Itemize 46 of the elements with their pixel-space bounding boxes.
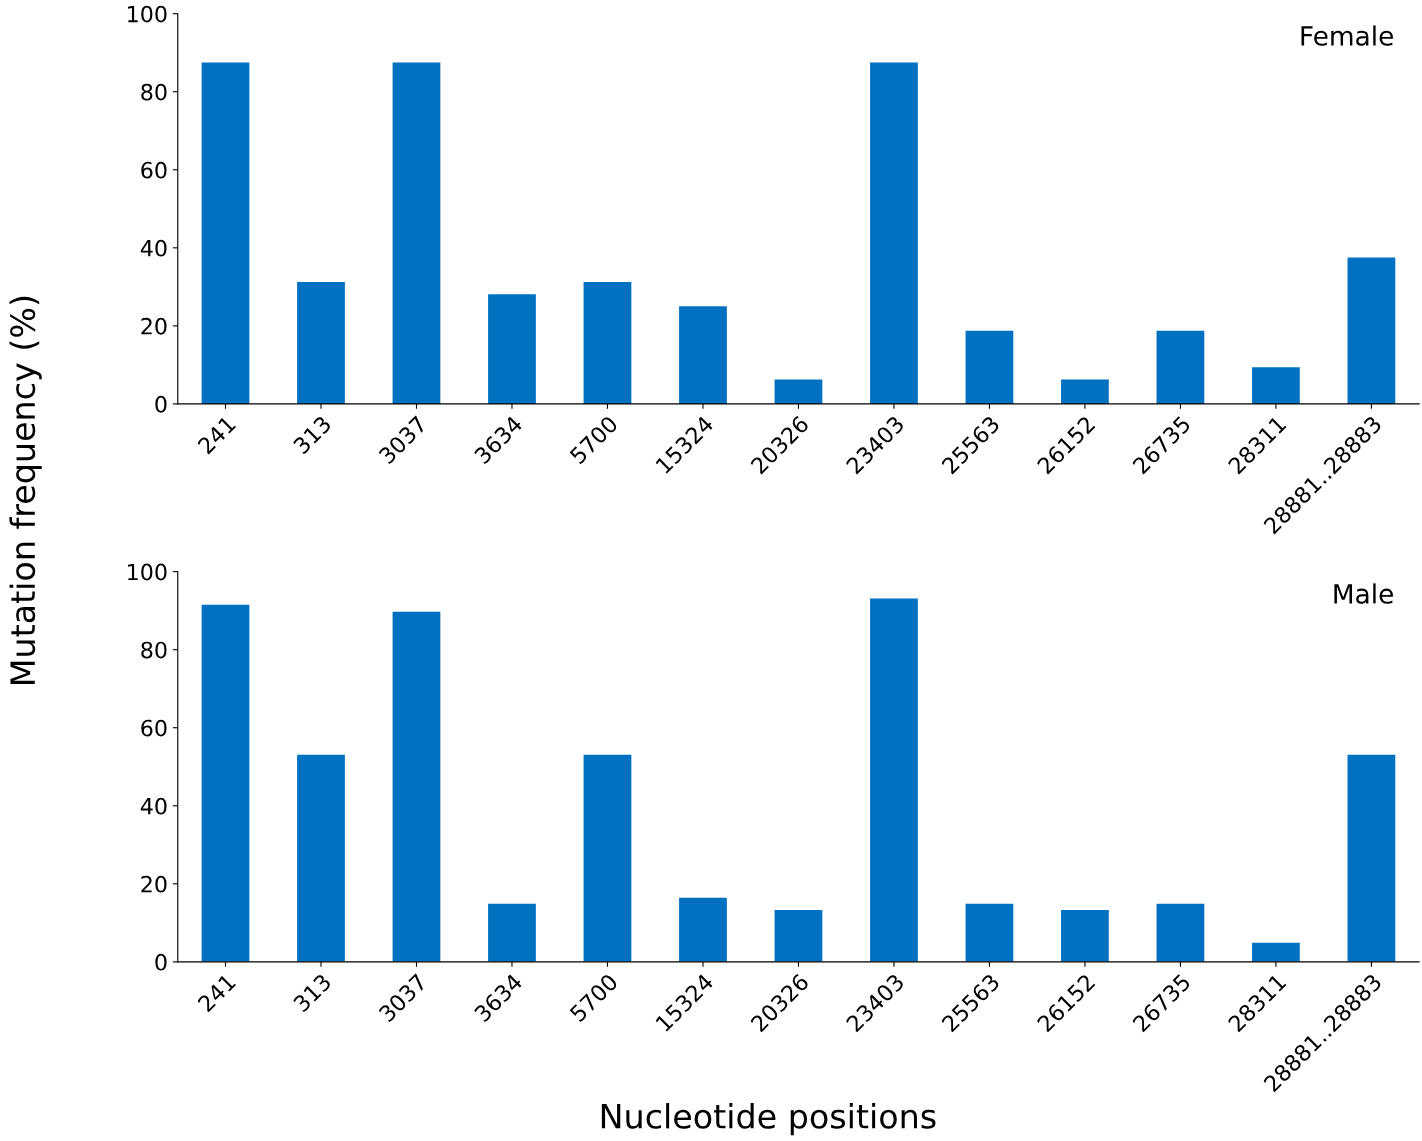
y-tick-label: 100 bbox=[128, 563, 167, 581]
bar bbox=[1252, 942, 1300, 962]
bar bbox=[392, 611, 441, 962]
chart-title: Male bbox=[1334, 583, 1393, 604]
y-tick-label: 60 bbox=[141, 161, 167, 179]
x-axis-title: Nucleotide positions bbox=[601, 1103, 936, 1136]
y-axis-title: Mutation frequency (%) bbox=[9, 296, 42, 684]
bar bbox=[870, 598, 918, 962]
bar bbox=[870, 62, 918, 404]
bar bbox=[488, 294, 536, 404]
x-tick-label: 313 bbox=[292, 973, 332, 1013]
y-tick-label: 20 bbox=[141, 875, 167, 893]
bar bbox=[1156, 330, 1205, 404]
bar bbox=[679, 306, 727, 404]
bar bbox=[297, 281, 345, 404]
y-tick-label: 0 bbox=[155, 953, 167, 971]
bar bbox=[679, 897, 727, 962]
y-tick-label: 0 bbox=[155, 395, 167, 413]
y-tick-label: 40 bbox=[140, 797, 167, 815]
bar bbox=[583, 281, 632, 404]
y-tick-label: 40 bbox=[140, 239, 167, 257]
bar bbox=[1061, 379, 1109, 404]
y-tick-label: 80 bbox=[141, 83, 167, 101]
y-tick-label: 20 bbox=[141, 317, 167, 335]
bar bbox=[774, 909, 823, 962]
bar bbox=[297, 754, 345, 962]
bar bbox=[201, 62, 250, 404]
bar bbox=[488, 903, 536, 962]
y-tick-label: 60 bbox=[141, 719, 167, 737]
bar bbox=[965, 903, 1014, 962]
x-tick-label: 241 bbox=[196, 973, 236, 1013]
y-tick-label: 100 bbox=[128, 5, 167, 23]
bar bbox=[583, 754, 632, 962]
bar bbox=[965, 330, 1014, 404]
bar bbox=[1347, 257, 1396, 404]
y-tick-label: 80 bbox=[141, 641, 167, 659]
bar bbox=[774, 379, 823, 404]
x-tick-label: 313 bbox=[292, 415, 332, 455]
bar bbox=[392, 62, 441, 404]
bar bbox=[201, 604, 250, 962]
bar bbox=[1156, 903, 1205, 962]
x-tick-label: 241 bbox=[196, 415, 236, 455]
bar bbox=[1347, 754, 1396, 962]
chart-title: Female bbox=[1301, 25, 1393, 46]
bar bbox=[1061, 909, 1109, 962]
bar bbox=[1252, 367, 1300, 404]
